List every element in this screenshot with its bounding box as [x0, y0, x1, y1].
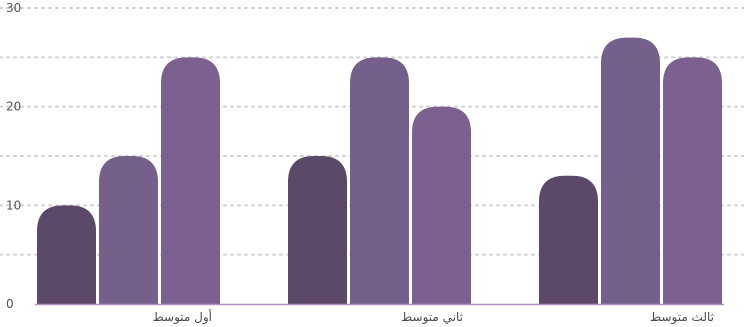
- bar: [99, 156, 158, 304]
- y-tick-label: 10: [6, 198, 21, 212]
- bar: [539, 175, 598, 304]
- category-label: ثالث متوسط: [650, 310, 714, 325]
- bar: [37, 205, 96, 304]
- bar: [350, 57, 409, 305]
- category-label: ثاني متوسط: [401, 310, 463, 325]
- y-tick-label: 20: [6, 100, 21, 114]
- bar: [601, 37, 660, 304]
- bars-layer: [37, 37, 722, 305]
- bar: [412, 106, 471, 305]
- bar: [288, 156, 347, 304]
- labels-layer: 0 10 20 30 أول متوسط ثاني متوسط ثالث متوسط: [6, 1, 714, 325]
- y-tick-label: 30: [6, 1, 21, 15]
- y-tick-label: 0: [6, 297, 14, 311]
- bar: [161, 57, 220, 305]
- bar: [663, 57, 722, 305]
- category-label: أول متوسط: [153, 309, 212, 325]
